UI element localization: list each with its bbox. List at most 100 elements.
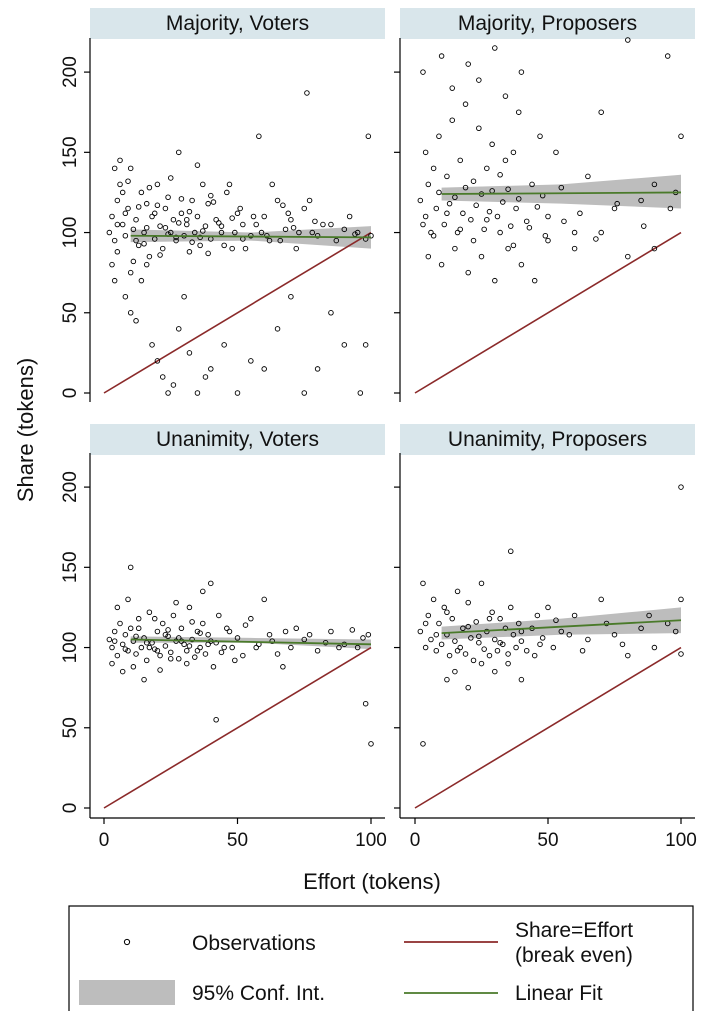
observation-point xyxy=(518,69,525,75)
observation-point xyxy=(122,293,129,300)
break-even-line xyxy=(414,231,682,394)
observation-point xyxy=(545,213,551,220)
observation-point xyxy=(138,189,145,196)
observation-point xyxy=(114,249,121,255)
observation-point xyxy=(167,649,174,656)
observation-point xyxy=(452,194,458,200)
observation-point xyxy=(368,233,374,239)
observation-point xyxy=(280,202,286,209)
observation-point xyxy=(186,350,193,356)
observation-point xyxy=(641,223,647,229)
observation-point xyxy=(266,237,273,244)
observation-point xyxy=(143,261,150,268)
observation-point xyxy=(357,390,364,396)
observation-point xyxy=(151,210,158,217)
observation-point xyxy=(465,599,471,606)
observation-point xyxy=(478,660,485,667)
observation-point xyxy=(430,596,437,603)
observation-point xyxy=(433,648,440,654)
observation-point xyxy=(141,229,147,236)
linear-fit-line xyxy=(130,638,372,646)
observation-point xyxy=(288,644,294,651)
observation-point xyxy=(497,615,503,622)
observation-point xyxy=(226,628,233,635)
observation-point xyxy=(127,269,134,276)
observation-point xyxy=(133,651,139,657)
observation-point xyxy=(457,157,463,164)
observation-point xyxy=(194,162,201,168)
observation-point xyxy=(165,627,171,633)
observation-point xyxy=(167,229,174,236)
observation-point xyxy=(336,644,342,651)
break-even-line xyxy=(414,646,682,809)
observation-point xyxy=(425,181,432,188)
observation-point xyxy=(274,197,281,204)
observation-point xyxy=(114,221,121,228)
observation-point xyxy=(508,223,514,229)
observation-point xyxy=(133,237,139,244)
observation-point xyxy=(531,277,538,284)
observation-point xyxy=(119,221,126,228)
y-tick-label: 150 xyxy=(60,551,81,583)
observation-point xyxy=(189,636,195,643)
observation-point xyxy=(288,293,294,300)
observation-point xyxy=(205,200,211,207)
observation-point xyxy=(470,237,477,244)
break-even-line xyxy=(103,646,372,809)
observation-point xyxy=(505,651,511,657)
legend-break-even-sublabel: (break even) xyxy=(515,944,633,967)
observation-point xyxy=(234,210,241,217)
observation-point xyxy=(117,157,123,164)
observation-point xyxy=(216,220,222,226)
observation-point xyxy=(114,604,121,611)
observation-point xyxy=(277,237,283,244)
panel-unanimity-proposers: Unanimity, Proposers 0 50 100 xyxy=(394,424,697,851)
observation-point xyxy=(205,641,211,648)
observation-point xyxy=(510,631,517,638)
observation-point xyxy=(571,612,578,619)
observation-point xyxy=(510,242,517,249)
observation-point xyxy=(678,484,684,490)
observation-point xyxy=(157,252,163,258)
observation-point xyxy=(368,741,374,747)
observation-point xyxy=(502,157,509,164)
observation-point xyxy=(213,216,219,223)
observation-point xyxy=(232,657,238,664)
observation-point xyxy=(253,644,259,651)
linear-fit-line xyxy=(130,234,372,239)
observation-point xyxy=(598,596,604,603)
observation-point xyxy=(476,639,482,646)
observation-point xyxy=(422,149,429,156)
observation-point xyxy=(269,181,275,188)
observation-point xyxy=(266,631,273,638)
linear-fit-line xyxy=(441,191,682,195)
observation-point xyxy=(678,596,684,603)
observation-point xyxy=(221,342,227,348)
observation-point xyxy=(130,226,137,233)
observation-point xyxy=(579,648,586,654)
observation-point xyxy=(197,644,203,651)
observation-point xyxy=(261,596,267,603)
observation-point xyxy=(449,615,455,622)
observation-point xyxy=(428,229,434,236)
observation-point xyxy=(138,644,145,651)
observation-point xyxy=(154,202,161,209)
observation-point xyxy=(181,293,187,300)
observation-point xyxy=(430,233,437,239)
observation-point xyxy=(354,644,361,651)
observation-point xyxy=(365,631,372,638)
observation-point xyxy=(611,205,618,212)
observation-point xyxy=(422,620,429,627)
observation-point xyxy=(523,648,530,654)
observation-point xyxy=(449,85,455,91)
y-tick-label: 0 xyxy=(60,388,81,399)
observation-point xyxy=(221,242,227,249)
observation-point xyxy=(127,165,134,172)
linear-fit-line xyxy=(441,619,682,635)
observation-point xyxy=(111,237,118,244)
observation-point xyxy=(186,249,193,255)
observation-point xyxy=(176,656,182,662)
observation-point xyxy=(133,633,139,640)
observation-point xyxy=(553,149,559,156)
observation-point xyxy=(428,636,434,643)
